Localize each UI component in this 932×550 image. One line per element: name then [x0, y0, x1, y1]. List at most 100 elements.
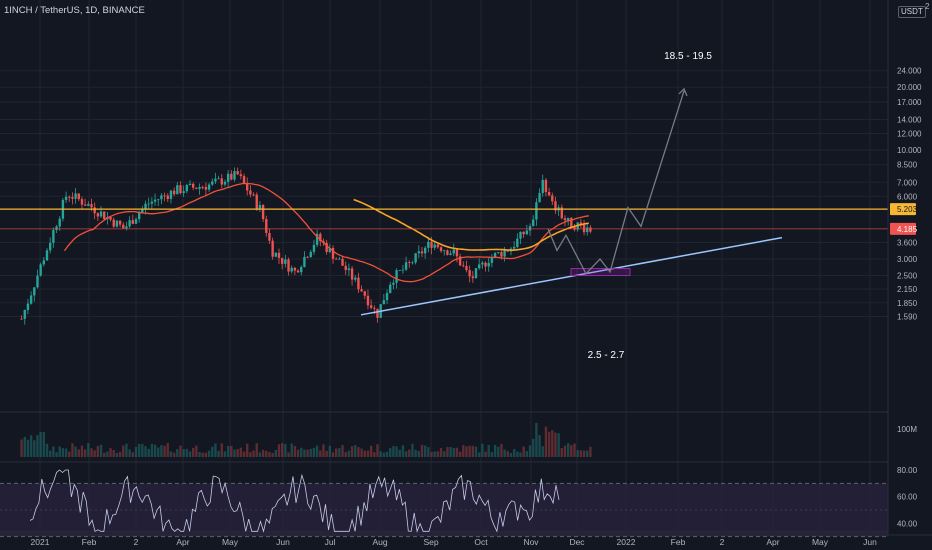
- volume-bar: [261, 449, 265, 457]
- volume-bar: [169, 451, 173, 457]
- currency-badge[interactable]: USDT: [898, 6, 926, 18]
- volume-bar: [373, 452, 376, 457]
- volume-bar: [64, 448, 68, 457]
- price-tick-label: 17.000: [897, 98, 922, 107]
- candle-body: [39, 264, 42, 276]
- volume-bar: [449, 446, 452, 457]
- candle-body: [236, 171, 239, 175]
- volume-bar: [309, 448, 312, 457]
- volume-bar: [290, 443, 293, 457]
- candle-body: [449, 253, 452, 255]
- candle-body: [366, 295, 370, 306]
- candle-body: [271, 240, 274, 257]
- candle-body: [417, 251, 420, 254]
- volume-bar: [341, 445, 344, 457]
- candle-body: [179, 185, 182, 194]
- candle-body: [350, 268, 354, 280]
- volume-bar: [554, 432, 557, 457]
- candle-body: [258, 204, 262, 209]
- candle-body: [80, 199, 84, 205]
- rsi-band: [0, 411, 888, 538]
- volume-bar: [61, 448, 65, 457]
- candle-body: [411, 262, 414, 264]
- volume-bar: [484, 451, 487, 457]
- volume-bar: [99, 444, 103, 457]
- candle-body: [160, 195, 163, 200]
- volume-bar: [439, 448, 443, 457]
- candle-body: [128, 220, 131, 227]
- volume-bar: [481, 443, 484, 457]
- candle-body: [303, 256, 306, 267]
- volume-bar: [506, 451, 509, 457]
- candle-body: [172, 190, 176, 195]
- time-tick-label: Apr: [176, 537, 189, 547]
- volume-bar: [58, 446, 61, 457]
- candle-body: [122, 224, 125, 229]
- time-tick-label: 2: [134, 537, 139, 547]
- candle-body: [478, 264, 481, 269]
- price-axis-panel: [888, 0, 932, 550]
- candle-body: [465, 266, 468, 271]
- volume-bar: [287, 452, 290, 457]
- volume-bar: [185, 448, 189, 457]
- candle-body: [99, 211, 103, 217]
- volume-bar: [509, 452, 513, 457]
- candle-body: [83, 204, 87, 206]
- volume-bar: [122, 445, 125, 457]
- time-tick-label: Nov: [523, 537, 539, 547]
- volume-bar: [516, 451, 519, 457]
- candle-body: [176, 185, 179, 195]
- candle-body: [166, 195, 169, 199]
- candle-body: [363, 291, 366, 296]
- moving-average-fast: [63, 182, 589, 283]
- volume-bar: [153, 444, 157, 457]
- volume-bar: [500, 443, 503, 457]
- candle-body: [554, 201, 557, 211]
- candle-body: [455, 249, 459, 257]
- volume-bar: [586, 450, 589, 457]
- price-tick-label: 10.000: [897, 146, 922, 155]
- candle-body: [233, 171, 236, 180]
- candle-body: [268, 232, 271, 241]
- candle-body: [265, 219, 268, 233]
- volume-bar: [293, 445, 297, 457]
- rsi-series: [29, 469, 560, 533]
- axis-top-fragment: 2: [925, 2, 930, 11]
- chart-drawings[interactable]: [0, 87, 888, 316]
- candle-body: [389, 284, 392, 293]
- candle-body: [211, 181, 214, 185]
- time-tick-label: May: [812, 537, 829, 547]
- candle-body: [29, 295, 33, 304]
- indicator-lines: [63, 182, 589, 283]
- volume-bar: [68, 451, 71, 457]
- time-tick-label: 2022: [617, 537, 636, 547]
- candle-body: [566, 217, 570, 221]
- symbol-header[interactable]: 1INCH / TetherUS, 1D, BINANCE: [4, 5, 145, 16]
- price-label-text: 4.185: [897, 225, 918, 234]
- volume-bar: [503, 449, 506, 457]
- time-tick-label: Feb: [82, 537, 97, 547]
- volume-bar: [408, 449, 411, 457]
- volume-bars: [20, 422, 592, 457]
- volume-bar: [125, 443, 128, 457]
- time-tick-label: Aug: [372, 537, 387, 547]
- candle-body: [535, 202, 538, 220]
- volume-bar: [128, 449, 131, 457]
- volume-bar: [277, 444, 281, 457]
- candle-body: [586, 227, 589, 233]
- candle-body: [23, 309, 26, 319]
- volume-bar: [319, 450, 322, 457]
- price-tick-label: 3.000: [897, 255, 918, 264]
- candle-body: [134, 219, 138, 224]
- volume-bar: [144, 446, 147, 457]
- candle-body: [55, 226, 58, 231]
- candle-body: [570, 217, 573, 227]
- candle-body: [360, 289, 363, 292]
- price-tick-label: 24.000: [897, 67, 922, 76]
- volume-bar: [115, 452, 119, 457]
- volume-bar: [570, 445, 573, 457]
- price-tick-label: 2.150: [897, 285, 918, 294]
- candle-body: [328, 248, 332, 252]
